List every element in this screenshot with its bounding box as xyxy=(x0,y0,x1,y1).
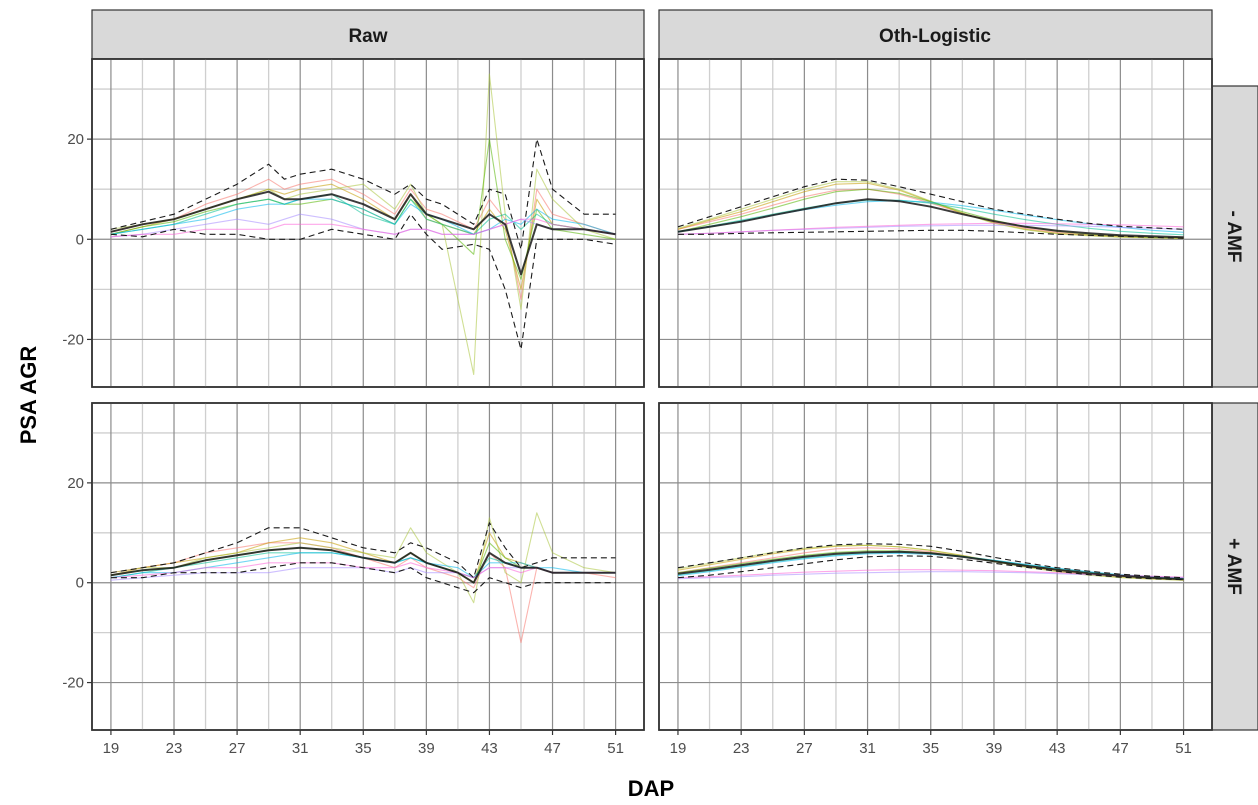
envelope-upper-line xyxy=(677,178,1184,230)
y-tick-label: 0 xyxy=(76,231,84,248)
mean-line xyxy=(677,550,1184,581)
x-axis-title: DAP xyxy=(628,776,674,801)
strip-label-minus-amf: - AMF xyxy=(1223,210,1244,262)
axes: -20 0 20 -20 0 20 19 23 27 31 35 39 43 47 51 19 23 27 31 35… xyxy=(62,131,1192,757)
y-tick-label: -20 xyxy=(62,675,84,692)
strip-col-raw xyxy=(91,9,645,60)
strip-label-oth-logistic: Oth-Logistic xyxy=(879,26,991,47)
facet-panels xyxy=(91,58,1213,731)
x-tick-label: 43 xyxy=(1049,740,1066,757)
series-line xyxy=(110,562,616,579)
strip-row-minus-amf xyxy=(1211,85,1258,388)
series-line xyxy=(110,552,616,579)
panel-border xyxy=(91,58,645,388)
y-tick-label: 20 xyxy=(67,475,84,492)
x-tick-label: 19 xyxy=(103,740,120,757)
panel-border xyxy=(91,402,645,731)
panel-background xyxy=(91,58,645,388)
envelope-upper-line xyxy=(677,543,1184,579)
series-line xyxy=(110,512,616,604)
panel-background xyxy=(658,58,1213,388)
panel-border xyxy=(658,58,1213,388)
mean-line xyxy=(110,546,616,584)
panel-border xyxy=(658,402,1213,731)
envelope-upper-line xyxy=(110,138,616,250)
facet-strips: Raw Oth-Logistic - AMF + AMF xyxy=(91,9,1258,731)
x-tick-label: 35 xyxy=(355,740,372,757)
x-tick-label: 31 xyxy=(859,740,876,757)
x-tick-label: 39 xyxy=(986,740,1003,757)
x-tick-label: 47 xyxy=(1112,740,1129,757)
panel-raw-plus-amf xyxy=(91,402,645,731)
x-tick-label: 43 xyxy=(481,740,498,757)
envelope-lower-line xyxy=(678,229,1184,239)
series-line xyxy=(677,199,1184,236)
envelope-lower-line xyxy=(677,555,1184,581)
x-tick-label: 35 xyxy=(922,740,939,757)
x-tick-label: 39 xyxy=(418,740,435,757)
series-line xyxy=(110,198,616,235)
envelope-lower-line xyxy=(110,213,616,350)
strip-row-plus-amf xyxy=(1211,402,1258,731)
series-line xyxy=(110,218,616,238)
x-tick-label: 47 xyxy=(544,740,561,757)
x-tick-label: 51 xyxy=(607,740,624,757)
envelope-upper-line xyxy=(110,522,616,579)
panel-oth-logistic-minus-amf xyxy=(658,58,1213,388)
x-tick-label: 27 xyxy=(796,740,813,757)
y-tick-label: 20 xyxy=(67,131,84,148)
panel-raw-minus-amf xyxy=(91,58,645,388)
x-tick-label: 51 xyxy=(1175,740,1192,757)
strip-label-plus-amf: + AMF xyxy=(1223,538,1244,595)
y-tick-label: -20 xyxy=(62,331,84,348)
envelope-lower-line xyxy=(110,562,616,594)
panel-oth-logistic-plus-amf xyxy=(658,402,1213,731)
x-tick-label: 19 xyxy=(670,740,687,757)
x-tick-label: 27 xyxy=(229,740,246,757)
x-tick-label: 23 xyxy=(733,740,750,757)
x-tick-label: 31 xyxy=(292,740,309,757)
mean-line xyxy=(677,198,1184,239)
mean-line xyxy=(110,190,616,276)
y-tick-label: 0 xyxy=(76,575,84,592)
strip-label-raw: Raw xyxy=(348,26,387,47)
x-tick-label: 23 xyxy=(166,740,183,757)
y-axis-title: PSA AGR xyxy=(16,346,41,445)
